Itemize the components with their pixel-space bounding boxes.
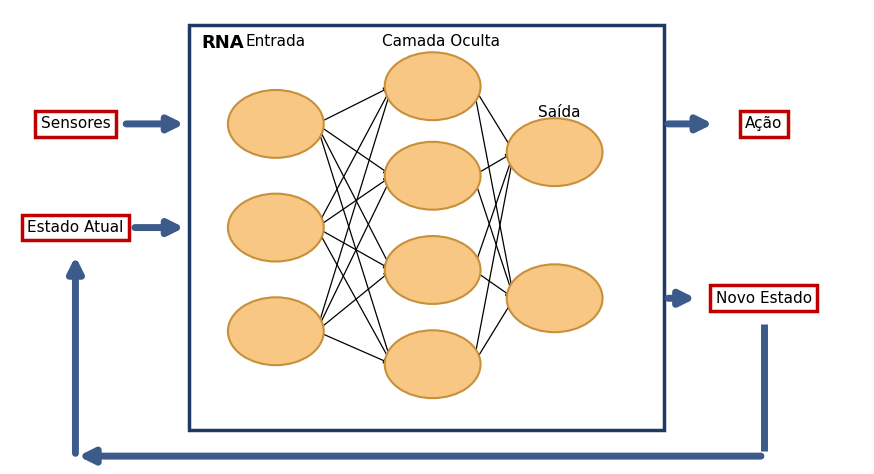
Ellipse shape xyxy=(385,330,481,398)
Ellipse shape xyxy=(228,90,323,158)
FancyBboxPatch shape xyxy=(189,25,663,430)
Text: Ação: Ação xyxy=(745,117,782,131)
Text: Estado Atual: Estado Atual xyxy=(27,220,123,235)
Ellipse shape xyxy=(228,194,323,262)
Text: Novo Estado: Novo Estado xyxy=(716,291,812,306)
Text: Saída: Saída xyxy=(538,105,580,120)
Ellipse shape xyxy=(507,118,602,186)
Text: Camada Oculta: Camada Oculta xyxy=(382,35,500,49)
Ellipse shape xyxy=(507,264,602,332)
Text: Sensores: Sensores xyxy=(40,117,110,131)
Ellipse shape xyxy=(228,297,323,365)
Ellipse shape xyxy=(385,52,481,120)
Text: Entrada: Entrada xyxy=(246,35,306,49)
Ellipse shape xyxy=(385,142,481,210)
Text: RNA: RNA xyxy=(202,35,245,52)
Ellipse shape xyxy=(385,236,481,304)
